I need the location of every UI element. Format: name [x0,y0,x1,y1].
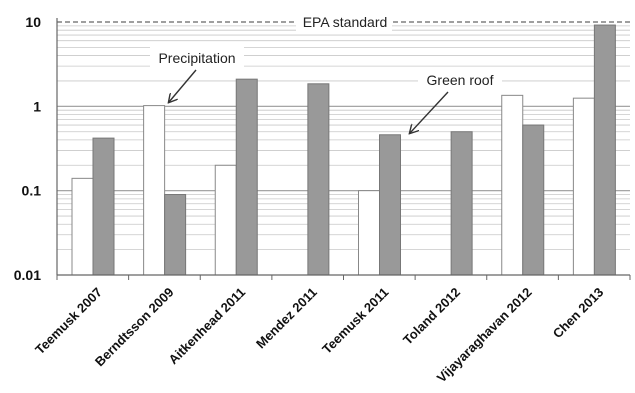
epa-standard-label: EPA standard [303,14,388,30]
x-tick-label: Berndtsson 2009 [92,285,177,370]
bar-green-roof [522,124,545,276]
epa-standard-annotation: EPA standard [296,10,392,32]
y-tick-labels: 0.01 0.1 1 10 [14,14,41,283]
bar-green-roof [235,78,258,276]
bar-precipitation [572,97,595,276]
bar-green-roof [164,194,187,276]
green-roof-callout-arrow [410,91,449,133]
y-tick-label: 10 [25,14,41,30]
bar-precipitation [214,164,237,276]
bar-precipitation [143,105,166,276]
bars [71,24,616,276]
y-tick-label: 0.01 [14,267,41,283]
bar-green-roof [307,83,330,276]
x-tick-label: Chen 2013 [550,285,607,342]
y-tick-label: 1 [33,98,41,114]
precipitation-annotation: Precipitation [150,47,244,102]
x-tick-label: Toland 2012 [400,285,463,348]
x-tick-label: Teemusk 2007 [32,285,105,358]
bar-green-roof [593,24,616,276]
bar-green-roof [379,134,401,276]
y-tick-label: 0.1 [22,183,42,199]
bar-precipitation [501,94,524,276]
x-tick-label: Teemusk 2011 [319,285,391,357]
x-tick-label: Mendez 2011 [253,285,320,352]
precipitation-callout-arrow [169,69,197,102]
precipitation-callout-label: Precipitation [158,50,235,66]
bar-precipitation [358,190,380,276]
green-roof-annotation: Green roof [410,69,502,133]
bar-green-roof [92,137,115,276]
bar-green-roof [450,131,473,276]
x-tick-label: Aitkenhead 2011 [166,285,249,368]
green-roof-callout-label: Green roof [427,72,494,88]
axes [56,18,631,280]
bar-precipitation [71,177,94,276]
